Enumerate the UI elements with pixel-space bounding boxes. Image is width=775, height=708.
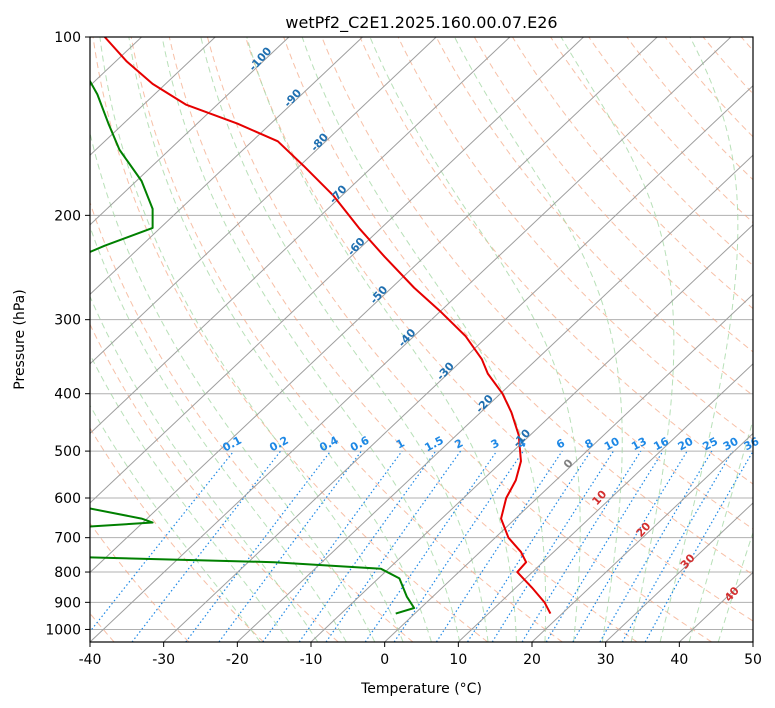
y-tick-label: 900 bbox=[54, 595, 81, 611]
mixing-ratio-label: 16 bbox=[651, 435, 671, 454]
isotherm-line bbox=[457, 363, 753, 642]
moist-adiabat bbox=[90, 225, 347, 642]
dry-adiabat bbox=[512, 37, 753, 310]
moist-adiabat bbox=[560, 37, 675, 642]
mixing-ratio-label: 20 bbox=[676, 435, 696, 454]
sounding-series bbox=[90, 37, 552, 615]
dry-adiabat bbox=[359, 37, 753, 485]
skewed-isotherms bbox=[0, 37, 753, 642]
x-tick-label: -30 bbox=[152, 652, 175, 668]
moist-adiabat bbox=[99, 37, 404, 642]
y-tick-label: 100 bbox=[54, 30, 81, 46]
moist-adiabat bbox=[200, 37, 489, 642]
isotherm-line bbox=[90, 37, 732, 642]
dewpoint-line bbox=[90, 79, 416, 615]
isotherm-line bbox=[90, 37, 437, 365]
isotherm-line bbox=[0, 37, 68, 642]
dry-adiabat bbox=[92, 37, 488, 642]
dry-adiabat bbox=[90, 323, 339, 642]
isotherm-line bbox=[90, 37, 584, 504]
isotherm-line bbox=[90, 37, 290, 226]
x-tick-label: 30 bbox=[597, 652, 615, 668]
mixing-ratio-line bbox=[435, 450, 563, 642]
y-axis: 100 200 300 400 500 600 700 800 900 1000 bbox=[45, 30, 90, 638]
mixing-ratio-line bbox=[262, 450, 403, 642]
dry-adiabat bbox=[90, 427, 264, 642]
dry-adiabat bbox=[473, 37, 753, 353]
y-tick-label: 400 bbox=[54, 387, 81, 403]
x-tick-label: 10 bbox=[449, 652, 467, 668]
x-tick-label: -10 bbox=[300, 652, 323, 668]
mixing-ratio-line bbox=[325, 450, 462, 642]
y-tick-label: 200 bbox=[54, 208, 81, 224]
dry-adiabat bbox=[130, 37, 563, 642]
moist-adiabat bbox=[688, 418, 753, 642]
mixing-ratio-label: 25 bbox=[700, 435, 720, 454]
mixing-ratio-line bbox=[545, 450, 664, 642]
isotherm-line bbox=[605, 502, 753, 642]
isotherm-line bbox=[384, 293, 753, 642]
moist-adiabat bbox=[717, 531, 753, 642]
x-axis: -40 -30 -20 -10 0 10 20 30 40 50 bbox=[79, 642, 762, 668]
y-tick-label: 500 bbox=[54, 444, 81, 460]
dry-adiabat bbox=[206, 37, 713, 642]
isotherm-line bbox=[310, 224, 753, 642]
isotherm-line bbox=[531, 432, 753, 642]
dry-adiabat bbox=[435, 37, 753, 397]
moist-adiabat bbox=[90, 130, 376, 642]
isotherm-line bbox=[163, 84, 753, 642]
mixing-ratio-label: 30 bbox=[721, 435, 741, 454]
dry-adiabat bbox=[283, 37, 753, 576]
x-tick-label: 50 bbox=[744, 652, 762, 668]
mixing-ratio-line bbox=[467, 450, 592, 642]
mixing-ratio-label: 13 bbox=[629, 435, 649, 454]
mixing-ratio-line bbox=[185, 450, 332, 642]
y-axis-title: Pressure (hPa) bbox=[12, 289, 28, 389]
moist-adiabat bbox=[246, 37, 517, 642]
x-tick-label: 0 bbox=[380, 652, 389, 668]
dry-adiabat bbox=[321, 37, 753, 530]
moist-adiabat bbox=[454, 37, 623, 642]
x-tick-label: -40 bbox=[79, 652, 102, 668]
mixing-ratio-label: 10 bbox=[602, 435, 622, 454]
moist-adiabat bbox=[161, 37, 461, 642]
mixing-ratio-line bbox=[218, 450, 362, 642]
isotherm-line bbox=[752, 641, 753, 642]
y-tick-label: 700 bbox=[54, 531, 81, 547]
plot-background bbox=[90, 37, 753, 642]
isotherm-line bbox=[90, 37, 216, 156]
x-axis-title: Temperature (°C) bbox=[360, 681, 482, 697]
mixing-ratio-line bbox=[521, 450, 642, 642]
x-tick-label: -20 bbox=[226, 652, 249, 668]
chart-title: wetPf2_C2E1.2025.160.00.07.E26 bbox=[285, 13, 557, 33]
moist-adiabat bbox=[90, 353, 290, 642]
y-tick-label: 300 bbox=[54, 313, 81, 329]
y-tick-label: 800 bbox=[54, 565, 81, 581]
mixing-ratio-line bbox=[364, 450, 498, 642]
dry-adiabat bbox=[397, 37, 753, 441]
dry-adiabat bbox=[168, 37, 638, 642]
x-tick-label: 40 bbox=[670, 652, 688, 668]
mixing-ratio-label: 36 bbox=[742, 435, 762, 454]
moist-adiabat bbox=[90, 295, 319, 642]
plot-frame bbox=[89, 36, 754, 643]
moist-adiabat bbox=[301, 37, 547, 642]
y-tick-label: 1000 bbox=[45, 622, 81, 638]
isotherm-line bbox=[90, 37, 658, 574]
isotherm-line bbox=[90, 37, 511, 435]
moist-adiabat bbox=[90, 404, 261, 642]
isotherm-line bbox=[236, 154, 753, 642]
dry-adiabat bbox=[245, 37, 753, 622]
mixing-ratio-line bbox=[298, 450, 437, 642]
x-tick-label: 20 bbox=[523, 652, 541, 668]
moist-adiabat bbox=[659, 37, 739, 642]
isotherm-line bbox=[90, 37, 363, 295]
moist-adiabat bbox=[128, 37, 432, 642]
y-tick-label: 600 bbox=[54, 491, 81, 507]
moist-adiabats bbox=[90, 37, 753, 642]
temperature-line bbox=[103, 37, 552, 614]
mixing-ratio-line bbox=[90, 450, 235, 633]
